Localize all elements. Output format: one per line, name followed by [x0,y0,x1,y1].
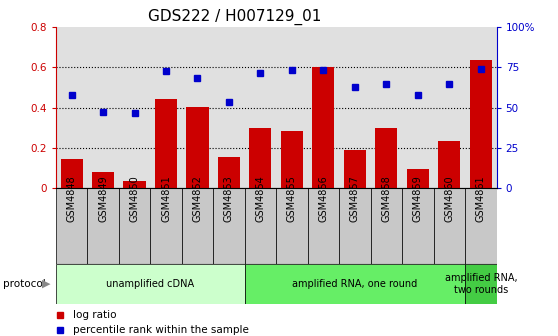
Bar [344,150,366,188]
Bar [465,188,497,264]
Bar [123,181,146,188]
Bar [434,188,465,264]
Bar [439,141,460,188]
Text: log ratio: log ratio [74,310,117,320]
Bar [218,157,240,188]
Text: GSM4860: GSM4860 [444,175,454,222]
Bar [312,67,334,188]
Text: ▶: ▶ [42,279,51,289]
Bar [213,188,245,264]
Text: GSM4852: GSM4852 [193,175,203,222]
Bar [186,107,209,188]
Bar [339,188,371,264]
Text: percentile rank within the sample: percentile rank within the sample [74,325,249,335]
Bar [92,172,114,188]
Text: GSM4853: GSM4853 [224,175,234,222]
Text: GDS222 / H007129_01: GDS222 / H007129_01 [148,8,321,25]
Text: GSM4856: GSM4856 [319,175,329,222]
Bar [249,128,272,188]
Bar [465,264,497,304]
Bar [402,188,434,264]
Text: protocol: protocol [3,279,46,289]
Bar [119,188,150,264]
Text: GSM4859: GSM4859 [413,175,423,222]
Bar [245,264,465,304]
Text: GSM4849: GSM4849 [98,175,108,222]
Bar [245,188,276,264]
Bar [87,188,119,264]
Text: GSM4850: GSM4850 [129,175,140,222]
Bar [182,188,213,264]
Bar [307,188,339,264]
Bar [60,159,83,188]
Bar [470,60,492,188]
Text: amplified RNA,
two rounds: amplified RNA, two rounds [445,273,517,295]
Text: GSM4857: GSM4857 [350,175,360,222]
Bar [371,188,402,264]
Text: GSM4851: GSM4851 [161,175,171,222]
Bar [150,188,182,264]
Text: GSM4858: GSM4858 [382,175,391,222]
Text: unamplified cDNA: unamplified cDNA [106,279,194,289]
Bar [56,188,87,264]
Bar [407,169,429,188]
Bar [155,99,177,188]
Text: GSM4855: GSM4855 [287,175,297,222]
Text: GSM4861: GSM4861 [476,175,486,222]
Text: GSM4854: GSM4854 [256,175,266,222]
Bar [276,188,307,264]
Text: amplified RNA, one round: amplified RNA, one round [292,279,417,289]
Text: GSM4848: GSM4848 [66,175,76,222]
Bar [56,264,245,304]
Bar [376,128,397,188]
Bar [281,131,303,188]
